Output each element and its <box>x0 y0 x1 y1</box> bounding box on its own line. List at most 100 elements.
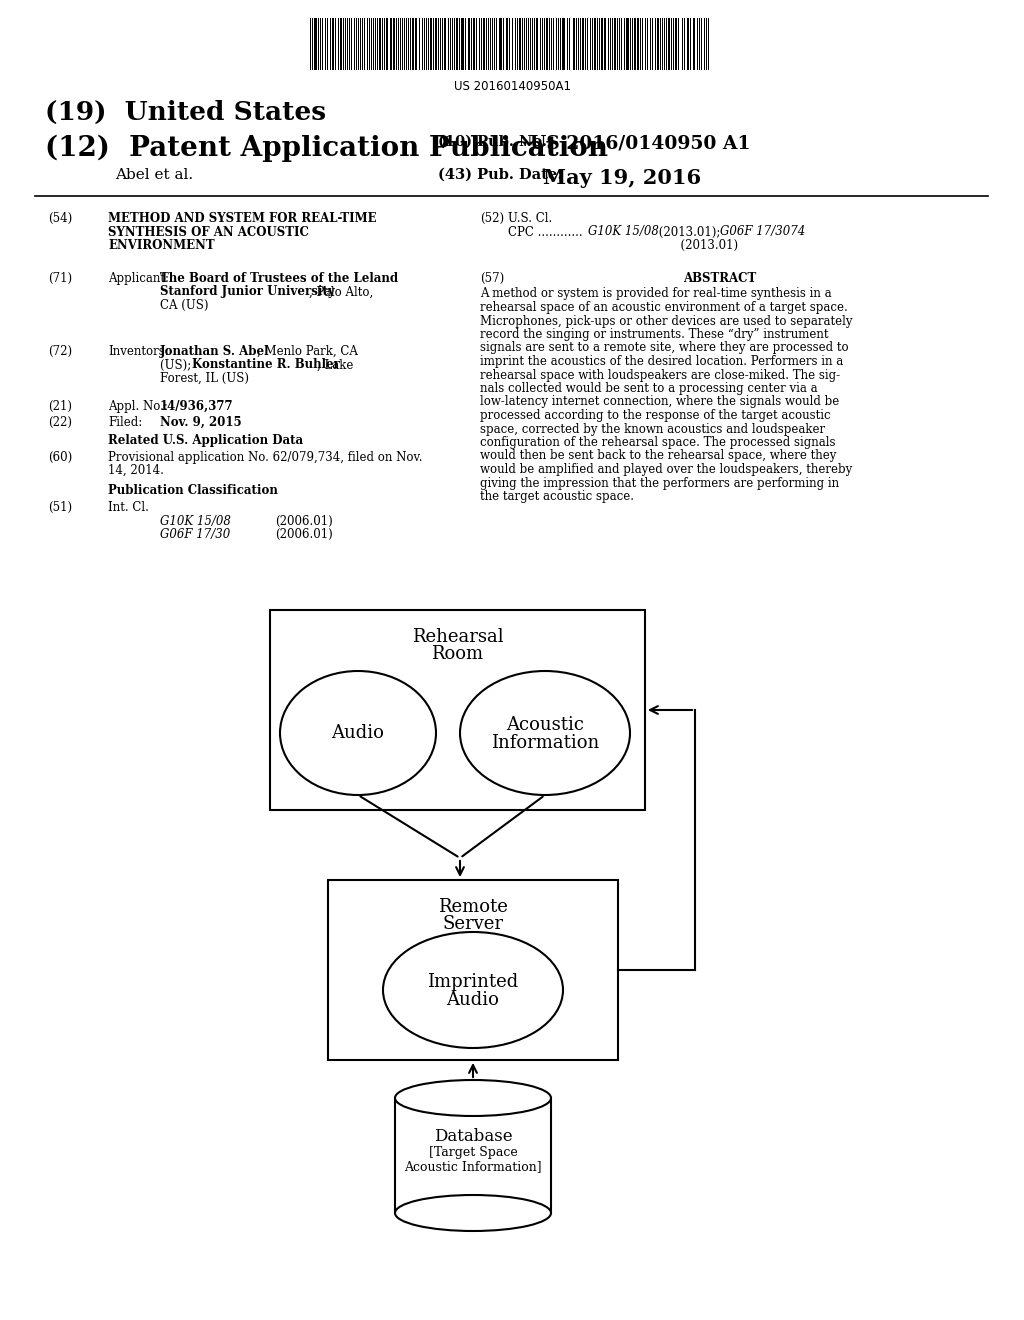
Text: (2013.01): (2013.01) <box>508 239 738 252</box>
Bar <box>499 18 502 70</box>
Text: (2006.01): (2006.01) <box>275 515 333 528</box>
Text: Acoustic: Acoustic <box>506 715 584 734</box>
Text: Konstantine R. Buhler: Konstantine R. Buhler <box>193 359 340 371</box>
Bar <box>614 18 616 70</box>
Text: (2006.01): (2006.01) <box>275 528 333 541</box>
Ellipse shape <box>383 932 563 1048</box>
Text: Int. Cl.: Int. Cl. <box>108 502 148 513</box>
Text: May 19, 2016: May 19, 2016 <box>543 168 701 187</box>
Bar <box>634 18 636 70</box>
Bar <box>415 18 417 70</box>
Text: (52): (52) <box>480 213 504 224</box>
Text: would be amplified and played over the loudspeakers, thereby: would be amplified and played over the l… <box>480 463 852 477</box>
Bar <box>386 18 388 70</box>
Ellipse shape <box>280 671 436 795</box>
Text: ENVIRONMENT: ENVIRONMENT <box>108 239 215 252</box>
Bar <box>546 18 548 70</box>
Text: , Lake: , Lake <box>317 359 353 371</box>
Bar <box>328 880 618 1060</box>
Text: Appl. No.:: Appl. No.: <box>108 400 168 413</box>
Text: US 2016/0140950 A1: US 2016/0140950 A1 <box>530 135 751 153</box>
Text: G10K 15/08: G10K 15/08 <box>160 515 230 528</box>
Text: , Palo Alto,: , Palo Alto, <box>309 285 374 298</box>
Text: nals collected would be sent to a processing center via a: nals collected would be sent to a proces… <box>480 381 817 395</box>
Bar <box>573 18 575 70</box>
Text: Information: Information <box>490 734 599 752</box>
Bar <box>270 610 645 810</box>
Text: 14, 2014.: 14, 2014. <box>108 465 164 477</box>
Bar <box>604 18 606 70</box>
Text: Nov. 9, 2015: Nov. 9, 2015 <box>160 416 242 429</box>
Text: Rehearsal: Rehearsal <box>412 628 504 645</box>
Bar <box>390 18 392 70</box>
Text: (12)  Patent Application Publication: (12) Patent Application Publication <box>45 135 608 162</box>
Text: (51): (51) <box>48 502 72 513</box>
Text: Remote: Remote <box>438 898 508 916</box>
Text: U.S. Cl.: U.S. Cl. <box>508 213 552 224</box>
Text: would then be sent back to the rehearsal space, where they: would then be sent back to the rehearsal… <box>480 450 837 462</box>
Text: Microphones, pick-ups or other devices are used to separately: Microphones, pick-ups or other devices a… <box>480 314 853 327</box>
Text: G06F 17/3074: G06F 17/3074 <box>720 226 805 239</box>
Bar <box>461 18 464 70</box>
Text: giving the impression that the performers are performing in: giving the impression that the performer… <box>480 477 839 490</box>
Bar <box>483 18 485 70</box>
Text: record the singing or instruments. These “dry” instrument: record the singing or instruments. These… <box>480 327 828 341</box>
Text: (72): (72) <box>48 345 72 358</box>
Text: (22): (22) <box>48 416 72 429</box>
Text: (10) Pub. No.:: (10) Pub. No.: <box>438 135 552 149</box>
Text: G10K 15/08: G10K 15/08 <box>588 226 658 239</box>
Ellipse shape <box>395 1080 551 1115</box>
Bar <box>393 18 395 70</box>
Bar <box>444 18 446 70</box>
Text: Publication Classification: Publication Classification <box>108 483 278 496</box>
Text: (71): (71) <box>48 272 72 285</box>
Text: Applicant:: Applicant: <box>108 272 169 285</box>
Bar <box>506 18 508 70</box>
Bar <box>626 18 629 70</box>
Text: configuration of the rehearsal space. The processed signals: configuration of the rehearsal space. Th… <box>480 436 836 449</box>
Text: Acoustic Information]: Acoustic Information] <box>404 1160 542 1173</box>
Ellipse shape <box>460 671 630 795</box>
Bar <box>562 18 565 70</box>
Text: (43) Pub. Date:: (43) Pub. Date: <box>438 168 563 182</box>
Text: (60): (60) <box>48 450 73 463</box>
Bar <box>687 18 689 70</box>
Bar <box>675 18 677 70</box>
Text: Stanford Junior University: Stanford Junior University <box>160 285 335 298</box>
Bar <box>379 18 381 70</box>
Text: A method or system is provided for real-time synthesis in a: A method or system is provided for real-… <box>480 288 831 301</box>
Bar <box>657 18 659 70</box>
Bar <box>637 18 639 70</box>
Text: (21): (21) <box>48 400 72 413</box>
Text: , Menlo Park, CA: , Menlo Park, CA <box>257 345 357 358</box>
Bar <box>468 18 470 70</box>
Text: Imprinted: Imprinted <box>427 973 518 991</box>
Text: CPC ............: CPC ............ <box>508 226 583 239</box>
Text: [Target Space: [Target Space <box>429 1146 517 1159</box>
Bar <box>314 18 317 70</box>
Bar <box>473 18 475 70</box>
Bar <box>430 18 432 70</box>
Bar <box>601 18 603 70</box>
Bar <box>332 18 334 70</box>
Text: Related U.S. Application Data: Related U.S. Application Data <box>108 434 303 447</box>
Text: Forest, IL (US): Forest, IL (US) <box>160 372 249 385</box>
Text: Audio: Audio <box>446 991 500 1008</box>
Bar <box>395 1098 551 1213</box>
Text: space, corrected by the known acoustics and loudspeaker: space, corrected by the known acoustics … <box>480 422 825 436</box>
Text: (2013.01);: (2013.01); <box>655 226 720 239</box>
Text: 14/936,377: 14/936,377 <box>160 400 233 413</box>
Text: Jonathan S. Abel: Jonathan S. Abel <box>160 345 269 358</box>
Text: Server: Server <box>442 915 504 933</box>
Bar <box>536 18 538 70</box>
Text: SYNTHESIS OF AN ACOUSTIC: SYNTHESIS OF AN ACOUSTIC <box>108 226 309 239</box>
Text: Abel et al.: Abel et al. <box>115 168 194 182</box>
Text: (57): (57) <box>480 272 504 285</box>
Bar <box>594 18 596 70</box>
Ellipse shape <box>395 1195 551 1232</box>
Bar <box>668 18 670 70</box>
Text: ABSTRACT: ABSTRACT <box>683 272 757 285</box>
Text: Room: Room <box>431 645 483 663</box>
Text: (54): (54) <box>48 213 73 224</box>
Bar <box>435 18 437 70</box>
